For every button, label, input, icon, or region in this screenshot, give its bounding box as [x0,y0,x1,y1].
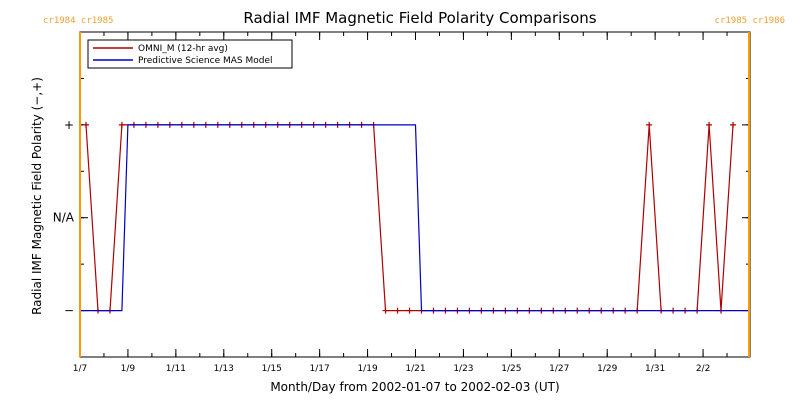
data-point-marker [406,307,413,314]
x-tick-label: 2/2 [696,364,710,374]
y-tick-label: N/A [53,211,75,225]
x-tick-label: 1/31 [645,364,665,374]
carrington-markers: cr1984 cr1985 cr1985 cr1986 [43,16,785,357]
carrington-label: cr1985 cr1986 [715,16,785,26]
x-tick-label: 1/13 [214,364,234,374]
x-axis-ticks: 1/7 1/9 1/11 1/13 1/15 1/17 1/19 1/21 1/23 1/25 1/… [73,32,728,374]
x-tick-label: 1/11 [166,364,186,374]
x-tick-label: 1/21 [405,364,425,374]
series-layer [80,121,750,314]
x-tick-label: 1/27 [549,364,569,374]
data-point-marker [706,121,713,128]
data-point-marker [394,307,401,314]
data-point-marker [730,121,737,128]
y-tick-label: + [64,118,74,132]
legend-box [87,39,293,69]
legend: OMNI_M (12-hr avg) Predictive Science MA… [87,39,293,69]
data-point-marker [82,121,89,128]
y-axis-label: Radial IMF Magnetic Field Polarity (−,+) [30,77,44,315]
data-point-marker [382,307,389,314]
data-point-marker [646,121,653,128]
series-line-0 [85,124,734,312]
plot-frame [79,31,751,358]
chart-title: Radial IMF Magnetic Field Polarity Compa… [243,9,596,27]
legend-label-mas: Predictive Science MAS Model [138,56,273,66]
x-tick-label: 1/23 [453,364,473,374]
data-point-marker [118,121,125,128]
x-tick-label: 1/19 [357,364,377,374]
x-tick-label: 1/15 [262,364,282,374]
legend-label-omni: OMNI_M (12-hr avg) [138,44,228,54]
x-tick-label: 1/9 [121,364,136,374]
y-axis-ticks: + N/A − [53,31,750,358]
x-tick-label: 1/7 [73,364,87,374]
x-axis-label: Month/Day from 2002-01-07 to 2002-02-03 … [270,380,559,394]
carrington-label: cr1984 cr1985 [43,16,113,26]
x-tick-label: 1/17 [310,364,330,374]
series-line-1 [80,124,750,312]
plot-area [79,31,751,358]
x-tick-label: 1/29 [597,364,617,374]
y-tick-label: − [64,304,74,318]
x-tick-label: 1/25 [501,364,521,374]
